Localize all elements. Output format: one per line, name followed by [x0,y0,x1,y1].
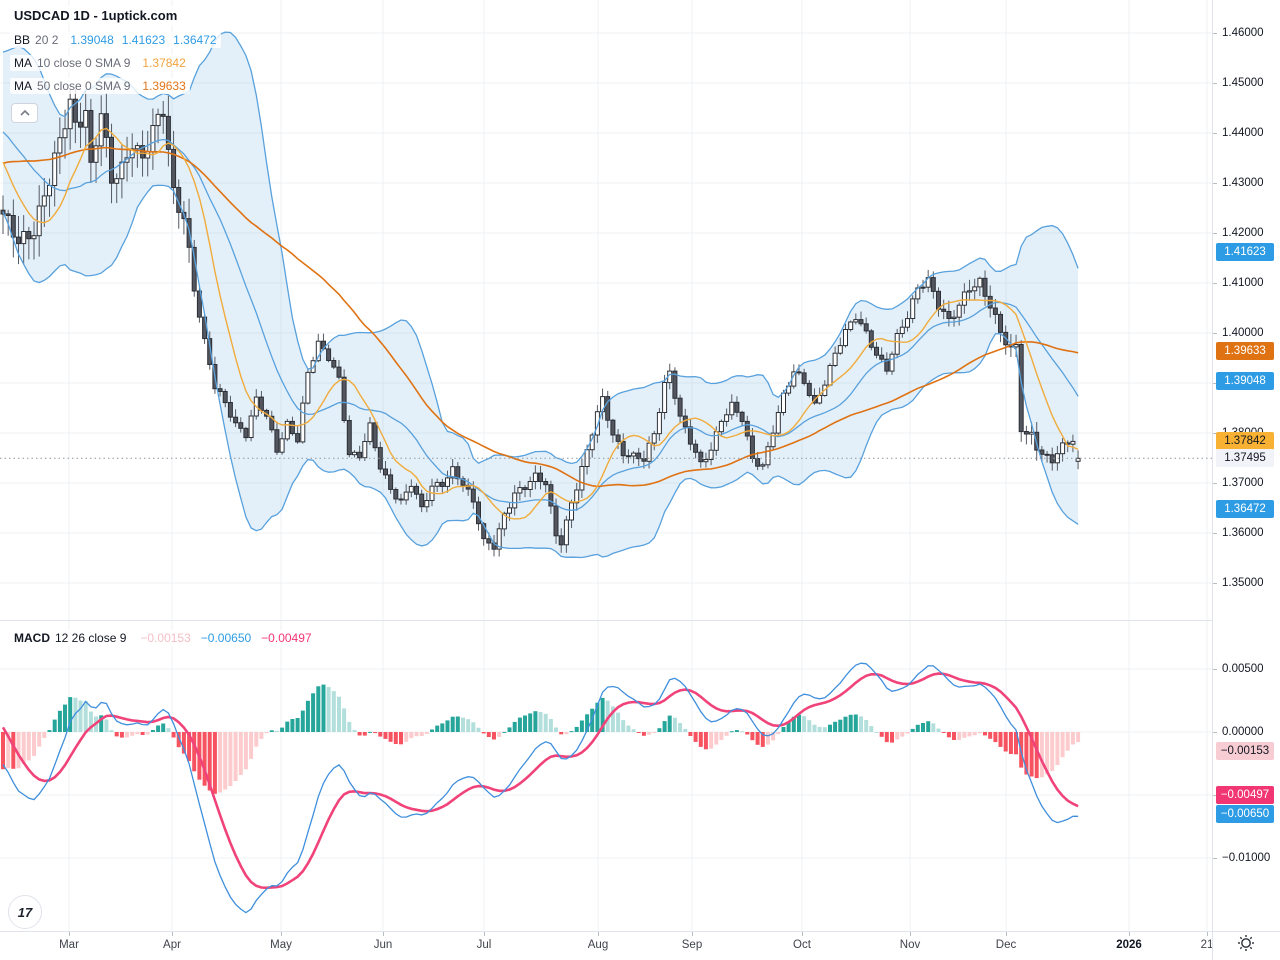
price-tick-label: 1.40000 [1222,327,1264,339]
macd-signal-value: −0.00497 [261,631,312,645]
price-tick-label: 1.41000 [1222,277,1264,289]
chevron-up-icon [19,110,30,116]
macd-histogram [1,684,1081,794]
time-tick-label: Mar [59,939,79,951]
time-tick-label: Oct [793,939,811,951]
time-tick-label: Jul [476,939,492,951]
tradingview-logo[interactable]: 17 [8,895,42,929]
symbol-title[interactable]: USDCAD 1D - 1uptick.com [10,6,182,25]
sun-icon [1238,935,1254,951]
price-tick-label: 1.42000 [1222,227,1264,239]
pane-divider[interactable] [0,620,1280,621]
macd-hist-value: −0.00153 [140,631,191,645]
macd-tick-label: 0.00000 [1222,726,1264,738]
indicator-params: 10 close 0 SMA 9 [37,56,131,70]
price-badge: 1.39633 [1216,342,1274,361]
indicator-name: MA [14,56,32,70]
bollinger-upper-line [2,31,1079,465]
ma10-value: 1.37842 [142,56,186,70]
time-tick-label: Dec [995,939,1017,951]
chart-canvas[interactable] [0,0,1212,931]
price-badge: 1.37495 [1216,449,1274,468]
price-tick-label: 1.43000 [1222,177,1264,189]
bb-basis-value: 1.39048 [70,33,114,47]
time-tick-label: May [270,939,292,951]
price-axis[interactable]: 1.46000 1.45000 1.44000 1.43000 1.42000 1.410… [1212,0,1280,931]
price-badge: 1.39048 [1216,371,1274,390]
time-tick-label: Sep [681,939,703,951]
price-tick-label: 1.44000 [1222,127,1264,139]
collapse-indicators-button[interactable] [11,103,38,123]
ma50-value: 1.39633 [142,79,186,93]
time-axis[interactable]: Mar Apr May Jun Jul Aug Sep Oct Nov Dec 2026 21 [0,931,1280,960]
main-chart-pane [0,31,1212,559]
indicator-row-ma10[interactable]: MA 10 close 0 SMA 9 1.37842 [10,55,190,71]
indicator-params: 50 close 0 SMA 9 [37,79,131,93]
indicator-name: MACD [14,631,50,645]
macd-line-value: −0.00650 [200,631,252,645]
time-tick-label: Jun [373,939,393,951]
time-tick-label: 21 [1200,939,1214,951]
macd-pane [1,662,1081,914]
price-tick-label: 1.46000 [1222,27,1264,39]
macd-tick-label: −0.01000 [1222,852,1271,864]
indicator-row-ma50[interactable]: MA 50 close 0 SMA 9 1.39633 [10,78,190,94]
price-badge: 1.36472 [1216,500,1274,519]
time-tick-label: Apr [163,939,181,951]
price-badge: 1.41623 [1216,242,1274,261]
bollinger-lower-line [2,184,1079,559]
price-axis-border [1212,0,1213,960]
price-tick-label: 1.37000 [1222,477,1264,489]
indicator-row-bb[interactable]: BB 20 2 1.39048 1.41623 1.36472 [10,32,221,48]
indicator-row-macd[interactable]: MACD 12 26 close 9 −0.00153 −0.00650 −0.0049… [10,630,316,646]
bb-upper-value: 1.41623 [121,33,166,47]
theme-sun-icon[interactable] [1236,933,1256,958]
indicator-params: 20 2 [35,33,59,47]
indicator-name: MA [14,79,32,93]
indicator-name: BB [14,33,31,47]
ma10-line [2,127,1079,520]
price-badge: 1.37842 [1216,431,1274,450]
tradingview-logo-glyph: 17 [17,904,33,920]
grid-lines [0,0,1212,931]
time-tick-label: 2026 [1116,939,1142,951]
macd-tick-label: 0.00500 [1222,663,1264,675]
price-badge: −0.00153 [1216,742,1274,761]
indicator-params: 12 26 close 9 [55,631,127,645]
price-tick-label: 1.35000 [1222,577,1264,589]
price-tick-label: 1.36000 [1222,527,1264,539]
time-tick-label: Aug [587,939,609,951]
price-badge: −0.00497 [1216,785,1274,804]
bb-lower-value: 1.36472 [173,33,217,47]
time-tick-label: Nov [899,939,921,951]
macd-line [2,662,1079,914]
price-badge: −0.00650 [1216,804,1274,823]
macd-signal-line [1,672,1079,890]
price-tick-label: 1.45000 [1222,77,1264,89]
ma50-line [2,146,1079,488]
